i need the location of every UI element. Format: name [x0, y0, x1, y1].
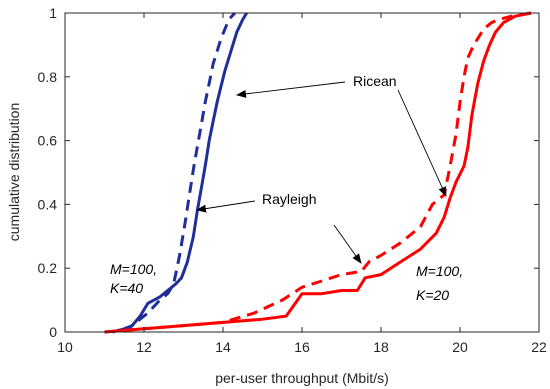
- y-tick-label: 1: [49, 5, 57, 21]
- y-tick-label: 0: [49, 324, 57, 340]
- x-tick-label: 20: [452, 339, 468, 355]
- annotation-rayleigh: Rayleigh: [262, 191, 316, 207]
- series-line-3: [104, 11, 532, 334]
- x-tick-label: 16: [294, 339, 310, 355]
- rayleigh-arrow-blue: [196, 200, 256, 213]
- y-tick-label: 0.2: [38, 260, 58, 276]
- x-tick-label: 12: [136, 339, 152, 355]
- y-tick-label: 0.8: [38, 69, 58, 85]
- axis-layer: 10 12 14 16 18 20 22 0 0.2 0.4 0.6 0.8 1: [38, 5, 547, 355]
- x-tick-label: 22: [531, 339, 547, 355]
- y-axis-title: cumulative distribution: [6, 103, 22, 242]
- x-tick-label: 14: [215, 339, 231, 355]
- y-tick-label: 0.4: [38, 196, 58, 212]
- annotation-k20: K=20: [416, 287, 449, 303]
- annotation-ricean: Ricean: [353, 73, 397, 89]
- y-tick-label: 0.6: [38, 133, 58, 149]
- x-tick-label: 10: [57, 339, 73, 355]
- rayleigh-arrow-red: [333, 224, 362, 264]
- annotation-m100-left: M=100,: [110, 261, 157, 277]
- x-axis-title: per-user throughput (Mbit/s): [215, 370, 389, 386]
- annotation-k40: K=40: [110, 280, 143, 296]
- ricean-arrow-blue: [236, 81, 346, 98]
- ricean-arrow-red: [397, 89, 447, 197]
- series-line-4: [104, 11, 532, 334]
- plot-frame: [64, 12, 540, 333]
- annotation-m100-right: M=100,: [416, 263, 463, 279]
- x-tick-label: 18: [373, 339, 389, 355]
